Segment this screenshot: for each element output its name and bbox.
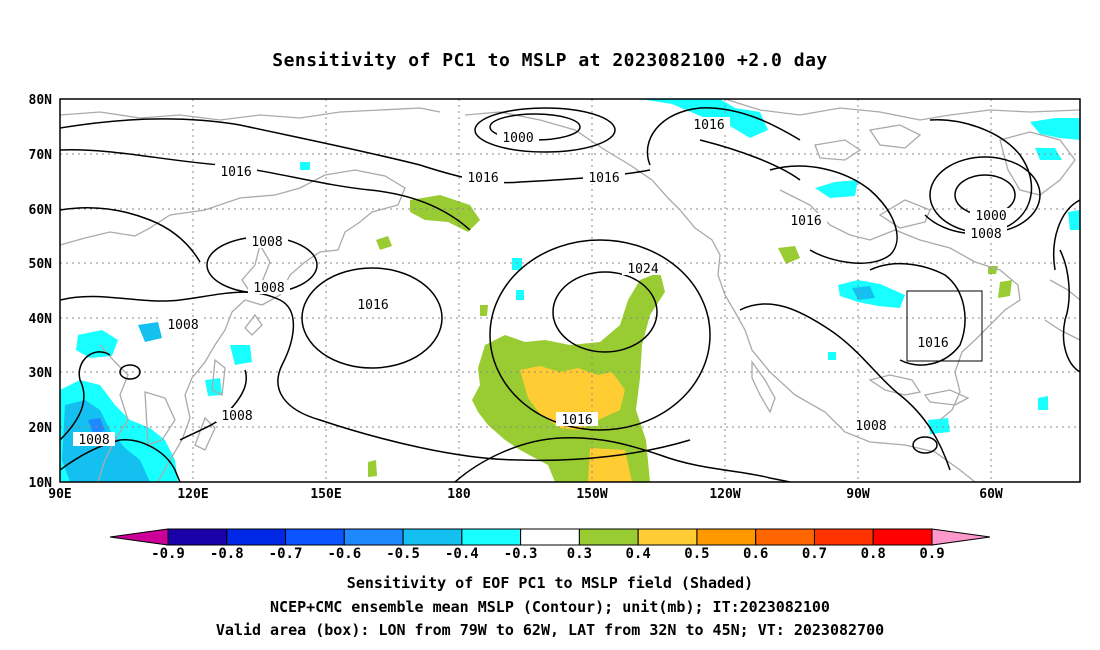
lat-label: 80N: [29, 93, 53, 108]
footer-line-3: Valid area (box): LON from 79W to 62W, L…: [215, 621, 885, 639]
colorbar-tick-label: -0.8: [210, 546, 244, 562]
lat-label: 70N: [29, 148, 53, 163]
colorbar-tick-label: -0.7: [269, 546, 303, 562]
colorbar-segment: [402, 528, 463, 546]
contour-label: 1016: [917, 336, 948, 351]
colorbar-segment: [226, 528, 287, 546]
colorbar-left-tip: [109, 528, 169, 546]
latitude-labels: 80N 70N 60N 50N 40N 30N 20N 10N: [29, 93, 53, 491]
colorbar-tick-label: -0.6: [327, 546, 361, 562]
colorbar-segment: [872, 528, 933, 546]
lat-label: 50N: [29, 257, 53, 272]
lon-label: 120W: [709, 487, 740, 502]
colorbar-segment: [343, 528, 404, 546]
lat-label: 10N: [29, 476, 53, 491]
contour-label: 1008: [251, 235, 282, 250]
contour-label: 1016: [693, 118, 724, 133]
colorbar-segment: [520, 528, 580, 546]
contour-label: 1016: [561, 413, 592, 428]
contour-label: 1000: [502, 131, 533, 146]
contour-label: 1016: [588, 171, 619, 186]
contour-label: 1016: [357, 298, 388, 313]
plot-frame: [59, 98, 1081, 483]
footer-line-2: NCEP+CMC ensemble mean MSLP (Contour); u…: [270, 598, 830, 616]
lat-label: 20N: [29, 421, 53, 436]
lon-label: 150E: [310, 487, 341, 502]
lat-label: 40N: [29, 312, 53, 327]
colorbar-tick-label: 0.7: [802, 546, 827, 562]
lon-label: 90W: [846, 487, 870, 502]
contour-label: 1000: [975, 209, 1006, 224]
colorbar-segment: [637, 528, 698, 546]
contour-label: 1016: [220, 165, 251, 180]
colorbar-tick-label: 0.5: [684, 546, 709, 562]
colorbar-tick-label: 0.3: [567, 546, 592, 562]
contour-label: 1008: [221, 409, 252, 424]
colorbar-tick-label: -0.5: [386, 546, 420, 562]
lon-label: 150W: [576, 487, 607, 502]
colorbar-tick-label: -0.3: [504, 546, 538, 562]
colorbar-tick-label: -0.9: [151, 546, 185, 562]
colorbar-segment: [813, 528, 874, 546]
colorbar-segment: [696, 528, 757, 546]
contour-labels: 1000 1016 1016 1016 1016 1000 1008 1016 …: [73, 117, 1012, 448]
colorbar-tick-label: 0.9: [919, 546, 944, 562]
longitude-labels: 90E 120E 150E 180 150W 120W 90W 60W: [48, 487, 1003, 502]
colorbar-segment: [755, 528, 815, 546]
valid-area-box: [906, 290, 983, 362]
contour-label: 1024: [627, 262, 658, 277]
colorbar-tick-label: 0.4: [626, 546, 651, 562]
colorbar: -0.9 -0.8 -0.7 -0.6 -0.5 -0.4 -0.3 0.3 0.4 0.5 0.6…: [109, 528, 991, 562]
lon-label: 90E: [48, 487, 71, 502]
colorbar-tick-label: -0.4: [445, 546, 479, 562]
colorbar-tick-label: 0.8: [861, 546, 886, 562]
lon-label: 120E: [177, 487, 208, 502]
contour-label: 1008: [970, 227, 1001, 242]
colorbar-segment: [461, 528, 522, 546]
contour-label: 1008: [167, 318, 198, 333]
colorbar-right-tip: [931, 528, 991, 546]
contour-label: 1008: [253, 281, 284, 296]
lon-label: 180: [447, 487, 471, 502]
map-title: Sensitivity of PC1 to MSLP at 2023082100…: [272, 50, 828, 71]
colorbar-segment: [167, 528, 228, 546]
colorbar-segment: [578, 528, 639, 546]
contour-label: 1008: [855, 419, 886, 434]
coastlines: [60, 99, 1080, 482]
contour-label: 1008: [78, 433, 109, 448]
footer-line-1: Sensitivity of EOF PC1 to MSLP field (Sh…: [346, 574, 754, 592]
contour-label: 1016: [467, 171, 498, 186]
colorbar-segment: [285, 528, 345, 546]
contour-label: 1016: [790, 214, 821, 229]
colorbar-tick-label: 0.6: [743, 546, 768, 562]
mslp-contours: [60, 107, 1080, 482]
lat-label: 30N: [29, 366, 53, 381]
lon-label: 60W: [979, 487, 1003, 502]
lat-label: 60N: [29, 203, 53, 218]
